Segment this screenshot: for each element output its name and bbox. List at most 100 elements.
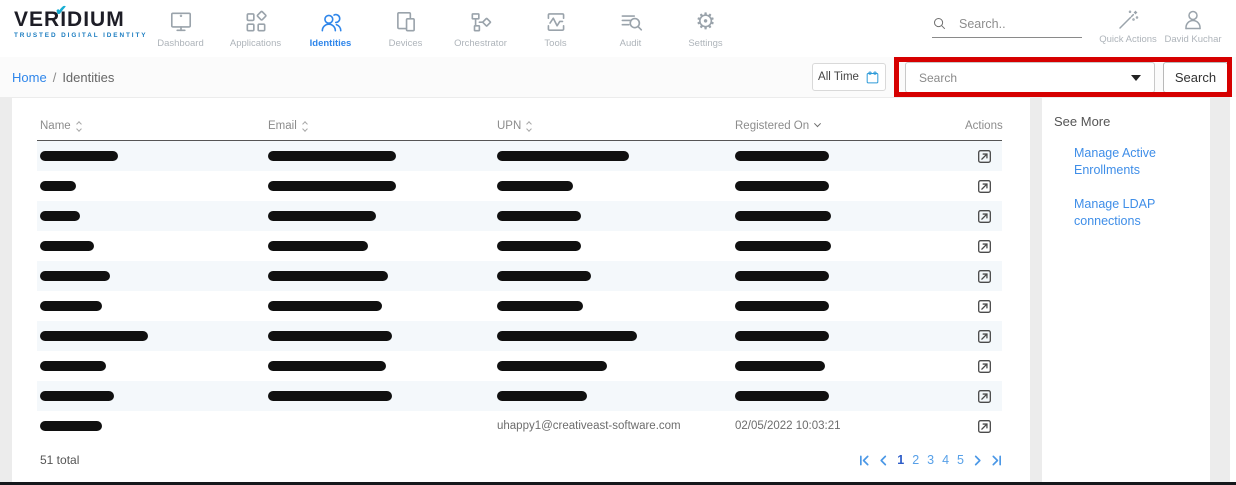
nav-label: Dashboard	[157, 38, 204, 49]
manage-active-enrollments-link[interactable]: Manage Active Enrollments	[1074, 146, 1156, 177]
table-row	[37, 321, 1002, 351]
nav-item-devices[interactable]: Devices	[368, 0, 443, 57]
table-cell: uhappy1@creativeast-software.com	[497, 420, 681, 432]
redacted-cell	[37, 391, 265, 401]
redacted-cell	[494, 241, 732, 251]
page-number-5[interactable]: 5	[957, 453, 964, 467]
table-cell: 02/05/2022 10:03:21	[735, 420, 841, 432]
logo-wordmark: VERIDIUM	[14, 9, 147, 31]
previous-page-button[interactable]	[878, 455, 889, 466]
search-type-dropdown[interactable]: Search	[905, 62, 1155, 93]
redacted-text	[268, 361, 386, 371]
redacted-cell	[37, 181, 265, 191]
actions-cell	[962, 239, 1002, 254]
open-identity-button[interactable]	[977, 239, 992, 254]
nav-item-orchestrator[interactable]: Orchestrator	[443, 0, 518, 57]
nav-item-tools[interactable]: Tools	[518, 0, 593, 57]
identities-table-card: Name Email UPN Registered On Actions	[12, 98, 1030, 482]
redacted-text	[735, 301, 829, 311]
quick-actions-button[interactable]: Quick Actions	[1097, 8, 1159, 45]
redacted-cell	[732, 271, 962, 281]
table-row	[37, 231, 1002, 261]
redacted-cell	[265, 271, 494, 281]
redacted-text	[40, 271, 110, 281]
manage-ldap-connections-link[interactable]: Manage LDAP connections	[1074, 196, 1156, 228]
redacted-cell	[265, 151, 494, 161]
actions-cell	[962, 209, 1002, 224]
open-identity-button[interactable]	[977, 419, 992, 434]
redacted-cell	[37, 271, 265, 281]
open-identity-button[interactable]	[977, 299, 992, 314]
nav-item-applications[interactable]: Applications	[218, 0, 293, 57]
user-name-label: David Kuchar	[1164, 34, 1222, 45]
applications-icon	[246, 10, 267, 32]
open-identity-button[interactable]	[977, 329, 992, 344]
actions-cell	[962, 389, 1002, 404]
identities-table: Name Email UPN Registered On Actions	[37, 112, 1003, 441]
redacted-text	[735, 241, 831, 251]
redacted-text	[40, 211, 80, 221]
table-row	[37, 171, 1002, 201]
nav-item-dashboard[interactable]: Dashboard	[143, 0, 218, 57]
page-number-2[interactable]: 2	[912, 453, 920, 467]
open-identity-button[interactable]	[977, 209, 992, 224]
redacted-cell	[732, 361, 962, 371]
open-identity-button[interactable]	[977, 269, 992, 284]
global-search-input[interactable]	[959, 16, 1077, 31]
redacted-cell	[494, 301, 732, 311]
scrollbar-track[interactable]	[1230, 97, 1236, 482]
redacted-text	[735, 361, 825, 371]
redacted-text	[497, 211, 581, 221]
search-submit-button[interactable]: Search	[1163, 62, 1228, 93]
sort-desc-icon	[814, 119, 822, 127]
open-identity-button[interactable]	[977, 359, 992, 374]
redacted-cell	[732, 301, 962, 311]
open-identity-button[interactable]	[977, 389, 992, 404]
column-header-name[interactable]: Name	[37, 120, 265, 132]
veridium-logo[interactable]: VERIDIUM TRUSTED DIGITAL IDENTITY	[14, 9, 147, 40]
redacted-text	[268, 211, 376, 221]
tools-icon	[547, 13, 564, 31]
redacted-text	[735, 181, 829, 191]
open-identity-button[interactable]	[977, 179, 992, 194]
time-range-button[interactable]: All Time	[812, 63, 886, 91]
open-identity-button[interactable]	[977, 149, 992, 164]
redacted-text	[497, 241, 581, 251]
user-menu-button[interactable]: David Kuchar	[1160, 8, 1226, 45]
redacted-cell	[732, 181, 962, 191]
nav-item-audit[interactable]: Audit	[593, 0, 668, 57]
nav-item-settings[interactable]: ⚙ Settings	[668, 0, 743, 57]
redacted-cell	[37, 331, 265, 341]
actions-cell	[962, 329, 1002, 344]
page-number-3[interactable]: 3	[927, 453, 935, 467]
orchestrator-icon	[471, 13, 491, 32]
page-number-1[interactable]: 1	[897, 453, 905, 467]
column-header-registered-on[interactable]: Registered On	[732, 119, 962, 132]
devices-icon	[396, 11, 415, 32]
redacted-text	[40, 391, 114, 401]
search-type-dropdown-value: Search	[919, 70, 958, 85]
redacted-cell	[37, 151, 265, 161]
first-page-button[interactable]	[859, 455, 870, 466]
redacted-text	[735, 211, 831, 221]
user-icon	[1185, 10, 1201, 30]
settings-icon: ⚙	[695, 9, 716, 35]
page-number-4[interactable]: 4	[942, 453, 950, 467]
redacted-cell	[265, 391, 494, 401]
table-row	[37, 381, 1002, 411]
redacted-text	[40, 361, 106, 371]
last-page-button[interactable]	[991, 455, 1002, 466]
redacted-cell	[265, 361, 494, 371]
redacted-cell	[37, 301, 265, 311]
column-header-email[interactable]: Email	[265, 120, 494, 132]
redacted-text	[735, 151, 829, 161]
next-page-button[interactable]	[972, 455, 983, 466]
nav-item-identities[interactable]: Identities	[293, 0, 368, 57]
redacted-cell	[494, 391, 732, 401]
nav-label: Applications	[229, 38, 282, 49]
nav-label: Orchestrator	[454, 38, 507, 49]
breadcrumb-home-link[interactable]: Home	[12, 69, 47, 85]
nav-label: Settings	[688, 38, 723, 49]
column-header-upn[interactable]: UPN	[494, 120, 732, 132]
nav-label: Audit	[619, 38, 642, 49]
